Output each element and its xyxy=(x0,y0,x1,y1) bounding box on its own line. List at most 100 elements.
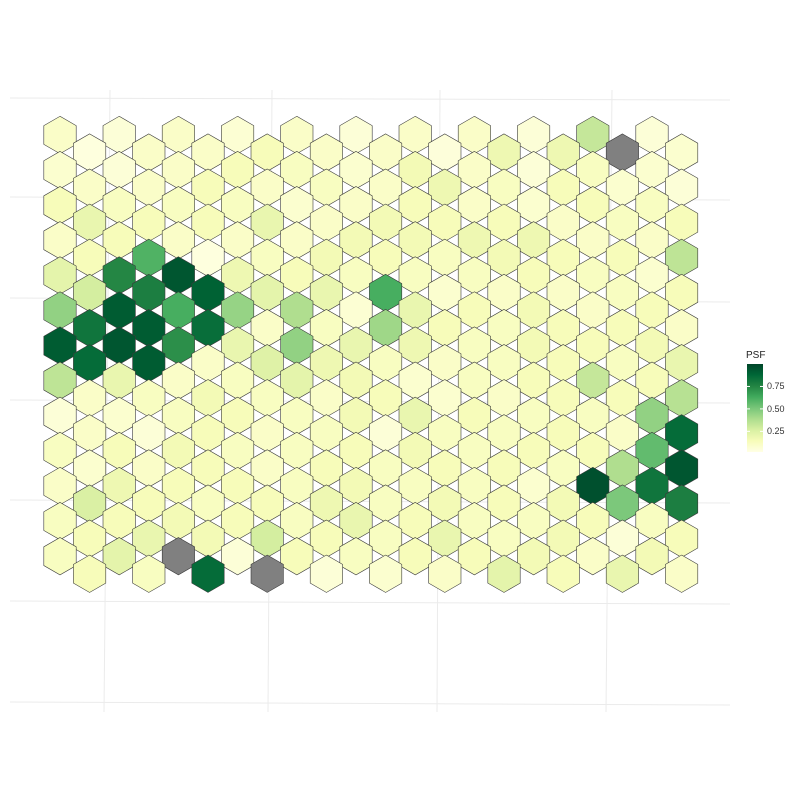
hex-cell xyxy=(191,414,225,453)
hex-cell xyxy=(102,396,136,435)
hex-cell xyxy=(132,519,166,558)
hex-cell xyxy=(339,431,373,470)
hex-cell xyxy=(517,115,551,155)
hex-cell-na xyxy=(161,537,195,576)
hex-cell xyxy=(605,414,639,453)
hex-cell xyxy=(221,256,255,295)
hex-cell xyxy=(369,203,403,242)
hex-cell xyxy=(487,554,521,593)
hex-cell xyxy=(191,273,225,312)
hex-cell xyxy=(191,379,225,418)
hex-cell xyxy=(457,326,491,365)
hex-cell xyxy=(457,115,491,155)
hex-cell xyxy=(487,379,521,418)
hex-cell xyxy=(605,238,639,277)
hex-cell xyxy=(161,502,195,541)
hex-cell xyxy=(280,221,314,260)
hex-cell xyxy=(665,309,699,348)
hex-cell xyxy=(369,133,403,172)
hex-cell xyxy=(309,168,343,207)
hex-cell xyxy=(605,309,639,348)
hex-cell xyxy=(43,256,77,295)
hex-cell xyxy=(487,133,521,172)
hex-cell xyxy=(457,396,491,435)
hex-cell xyxy=(546,133,580,172)
hex-cell xyxy=(428,168,462,207)
hex-cell xyxy=(487,519,521,558)
hex-cell xyxy=(309,414,343,453)
hex-cell xyxy=(73,168,107,207)
hex-cell xyxy=(221,537,255,576)
hex-cell xyxy=(665,344,699,383)
hex-cell xyxy=(546,379,580,418)
hex-cell xyxy=(428,238,462,277)
hex-cell xyxy=(73,379,107,418)
hex-cell xyxy=(398,186,432,225)
hex-cell xyxy=(309,449,343,488)
hex-cell xyxy=(221,186,255,225)
hex-cell xyxy=(309,273,343,312)
hex-cell xyxy=(102,537,136,576)
hex-cell xyxy=(339,186,373,225)
hex-cell xyxy=(635,466,669,506)
hex-cell xyxy=(132,238,166,277)
hex-cell xyxy=(517,466,551,506)
hex-cell xyxy=(398,291,432,330)
hex-cell xyxy=(309,133,343,172)
hex-cell xyxy=(605,379,639,418)
hex-cell xyxy=(73,449,107,488)
hex-cell xyxy=(428,133,462,172)
hex-cell xyxy=(605,554,639,593)
hex-cell xyxy=(428,449,462,488)
hex-cell xyxy=(191,484,225,523)
hex-cell xyxy=(635,221,669,260)
hex-cell xyxy=(43,291,77,330)
hex-cell xyxy=(457,256,491,295)
hex-cell xyxy=(665,203,699,242)
hex-cell xyxy=(221,431,255,470)
hex-cell xyxy=(605,273,639,312)
hex-cell xyxy=(221,291,255,330)
hex-cell xyxy=(428,309,462,348)
hex-cell xyxy=(665,554,699,593)
hex-cell xyxy=(635,256,669,295)
hex-cell xyxy=(457,221,491,260)
hex-cell xyxy=(487,238,521,277)
hex-cell xyxy=(398,431,432,470)
hex-cell xyxy=(605,344,639,383)
hex-cell xyxy=(132,414,166,453)
hex-cell xyxy=(191,203,225,242)
hex-cell xyxy=(161,431,195,470)
hex-cell xyxy=(280,396,314,435)
hex-cell xyxy=(221,502,255,541)
hex-cell xyxy=(546,168,580,207)
hex-cell xyxy=(457,502,491,541)
legend-tick-label: 0.50 xyxy=(767,403,785,414)
hex-cell xyxy=(605,449,639,488)
hex-cell xyxy=(43,537,77,576)
hex-cell xyxy=(191,238,225,277)
hex-cell xyxy=(457,431,491,470)
hex-cell xyxy=(73,344,107,383)
hex-cell xyxy=(102,502,136,541)
hex-cell xyxy=(43,186,77,225)
hex-cell xyxy=(132,344,166,383)
hex-cell xyxy=(517,326,551,365)
hex-cell xyxy=(309,203,343,242)
hex-cell-na xyxy=(250,554,284,593)
hex-cell xyxy=(665,484,699,523)
hex-cell xyxy=(576,361,610,400)
legend-colorbar xyxy=(747,364,763,452)
grid-line xyxy=(9,701,731,706)
hex-cell xyxy=(487,203,521,242)
hex-cell xyxy=(546,273,580,312)
hex-cell xyxy=(280,431,314,470)
hex-cell xyxy=(369,238,403,277)
hex-cell xyxy=(250,273,284,312)
hex-cell xyxy=(73,414,107,453)
hex-cell xyxy=(576,537,610,576)
hex-cell xyxy=(132,449,166,488)
hex-cell xyxy=(250,519,284,558)
hex-cell xyxy=(398,537,432,576)
grid-line xyxy=(9,600,731,605)
